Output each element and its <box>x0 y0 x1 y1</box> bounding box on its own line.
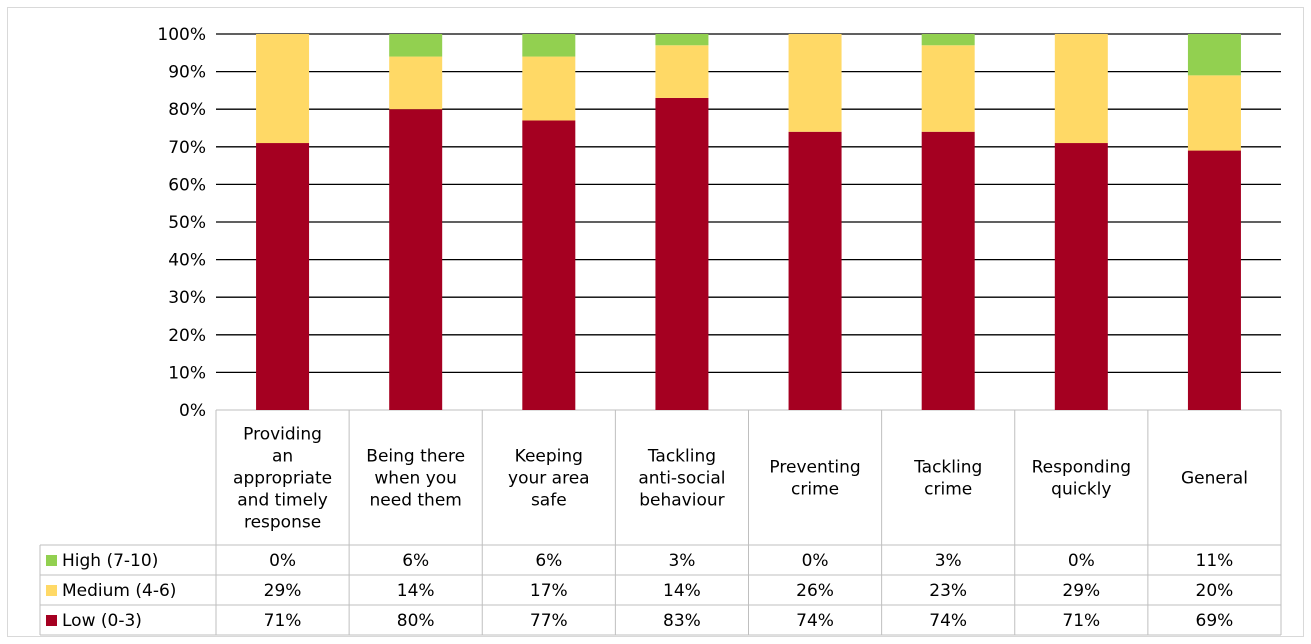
bar-segment <box>389 57 442 110</box>
data-label: 83% <box>663 611 701 631</box>
y-tick-label: 60% <box>168 175 206 195</box>
category-label: need them <box>370 491 462 511</box>
data-label: 20% <box>1196 581 1234 601</box>
category-label: an <box>272 447 293 467</box>
category-label: anti-social <box>638 469 725 489</box>
data-label: 0% <box>269 551 296 571</box>
bar-segment <box>922 132 975 410</box>
bar-segment <box>389 109 442 410</box>
bar-segment <box>655 98 708 410</box>
category-label: safe <box>531 491 567 511</box>
bar-segment <box>789 132 842 410</box>
data-label: 0% <box>1068 551 1095 571</box>
bar-segment <box>1055 34 1108 143</box>
bar-segment <box>1055 143 1108 410</box>
bar-segment <box>256 34 309 143</box>
data-label: 14% <box>397 581 435 601</box>
data-label: 77% <box>530 611 568 631</box>
category-label: crime <box>791 480 839 500</box>
legend-label: Low (0-3) <box>62 611 142 631</box>
category-label: crime <box>924 480 972 500</box>
category-label: appropriate <box>233 469 332 489</box>
category-label: quickly <box>1051 480 1111 500</box>
bar-segment <box>522 120 575 410</box>
y-tick-label: 100% <box>157 25 206 45</box>
data-label: 0% <box>802 551 829 571</box>
y-tick-label: 0% <box>179 401 206 421</box>
data-label: 3% <box>935 551 962 571</box>
data-label: 23% <box>929 581 967 601</box>
data-label: 29% <box>1062 581 1100 601</box>
category-label: Keeping <box>515 447 583 467</box>
legend-swatch <box>46 585 57 596</box>
y-tick-label: 30% <box>168 288 206 308</box>
bar-segment <box>1188 75 1241 150</box>
data-label: 11% <box>1196 551 1234 571</box>
data-label: 74% <box>929 611 967 631</box>
legend-swatch <box>46 615 57 626</box>
bar-segment <box>922 34 975 45</box>
data-label: 3% <box>668 551 695 571</box>
data-label: 14% <box>663 581 701 601</box>
category-label: behaviour <box>639 491 724 511</box>
category-label: Responding <box>1032 458 1131 478</box>
data-label: 17% <box>530 581 568 601</box>
y-tick-label: 20% <box>168 326 206 346</box>
y-tick-label: 10% <box>168 363 206 383</box>
bar-segment <box>655 34 708 45</box>
category-label: Providing <box>243 425 322 445</box>
data-label: 69% <box>1196 611 1234 631</box>
legend-label: Medium (4-6) <box>62 581 176 601</box>
bar-segment <box>789 34 842 132</box>
y-tick-label: 50% <box>168 213 206 233</box>
data-label: 26% <box>796 581 834 601</box>
category-label: response <box>244 513 321 533</box>
category-label: Preventing <box>769 458 860 478</box>
legend-swatch <box>46 555 57 566</box>
category-label: Being there <box>366 447 465 467</box>
category-label: and timely <box>237 491 328 511</box>
bar-segment <box>1188 34 1241 75</box>
legend-label: High (7-10) <box>62 551 158 571</box>
data-label: 80% <box>397 611 435 631</box>
data-label: 29% <box>264 581 302 601</box>
y-tick-label: 80% <box>168 100 206 120</box>
bar-segment <box>922 45 975 131</box>
bar-segment <box>522 57 575 121</box>
category-label: Tackling <box>913 458 982 478</box>
category-label: General <box>1181 469 1248 489</box>
y-tick-label: 70% <box>168 138 206 158</box>
bar-segment <box>522 34 575 57</box>
data-label: 74% <box>796 611 834 631</box>
category-label: when you <box>374 469 457 489</box>
data-label: 71% <box>264 611 302 631</box>
bar-segment <box>1188 151 1241 410</box>
bar-segment <box>389 34 442 57</box>
bar-segment <box>655 45 708 98</box>
y-tick-label: 40% <box>168 251 206 271</box>
data-label: 71% <box>1062 611 1100 631</box>
y-tick-label: 90% <box>168 63 206 83</box>
data-label: 6% <box>402 551 429 571</box>
category-label: Tackling <box>647 447 716 467</box>
data-label: 6% <box>535 551 562 571</box>
category-label: your area <box>508 469 590 489</box>
bar-segment <box>256 143 309 410</box>
